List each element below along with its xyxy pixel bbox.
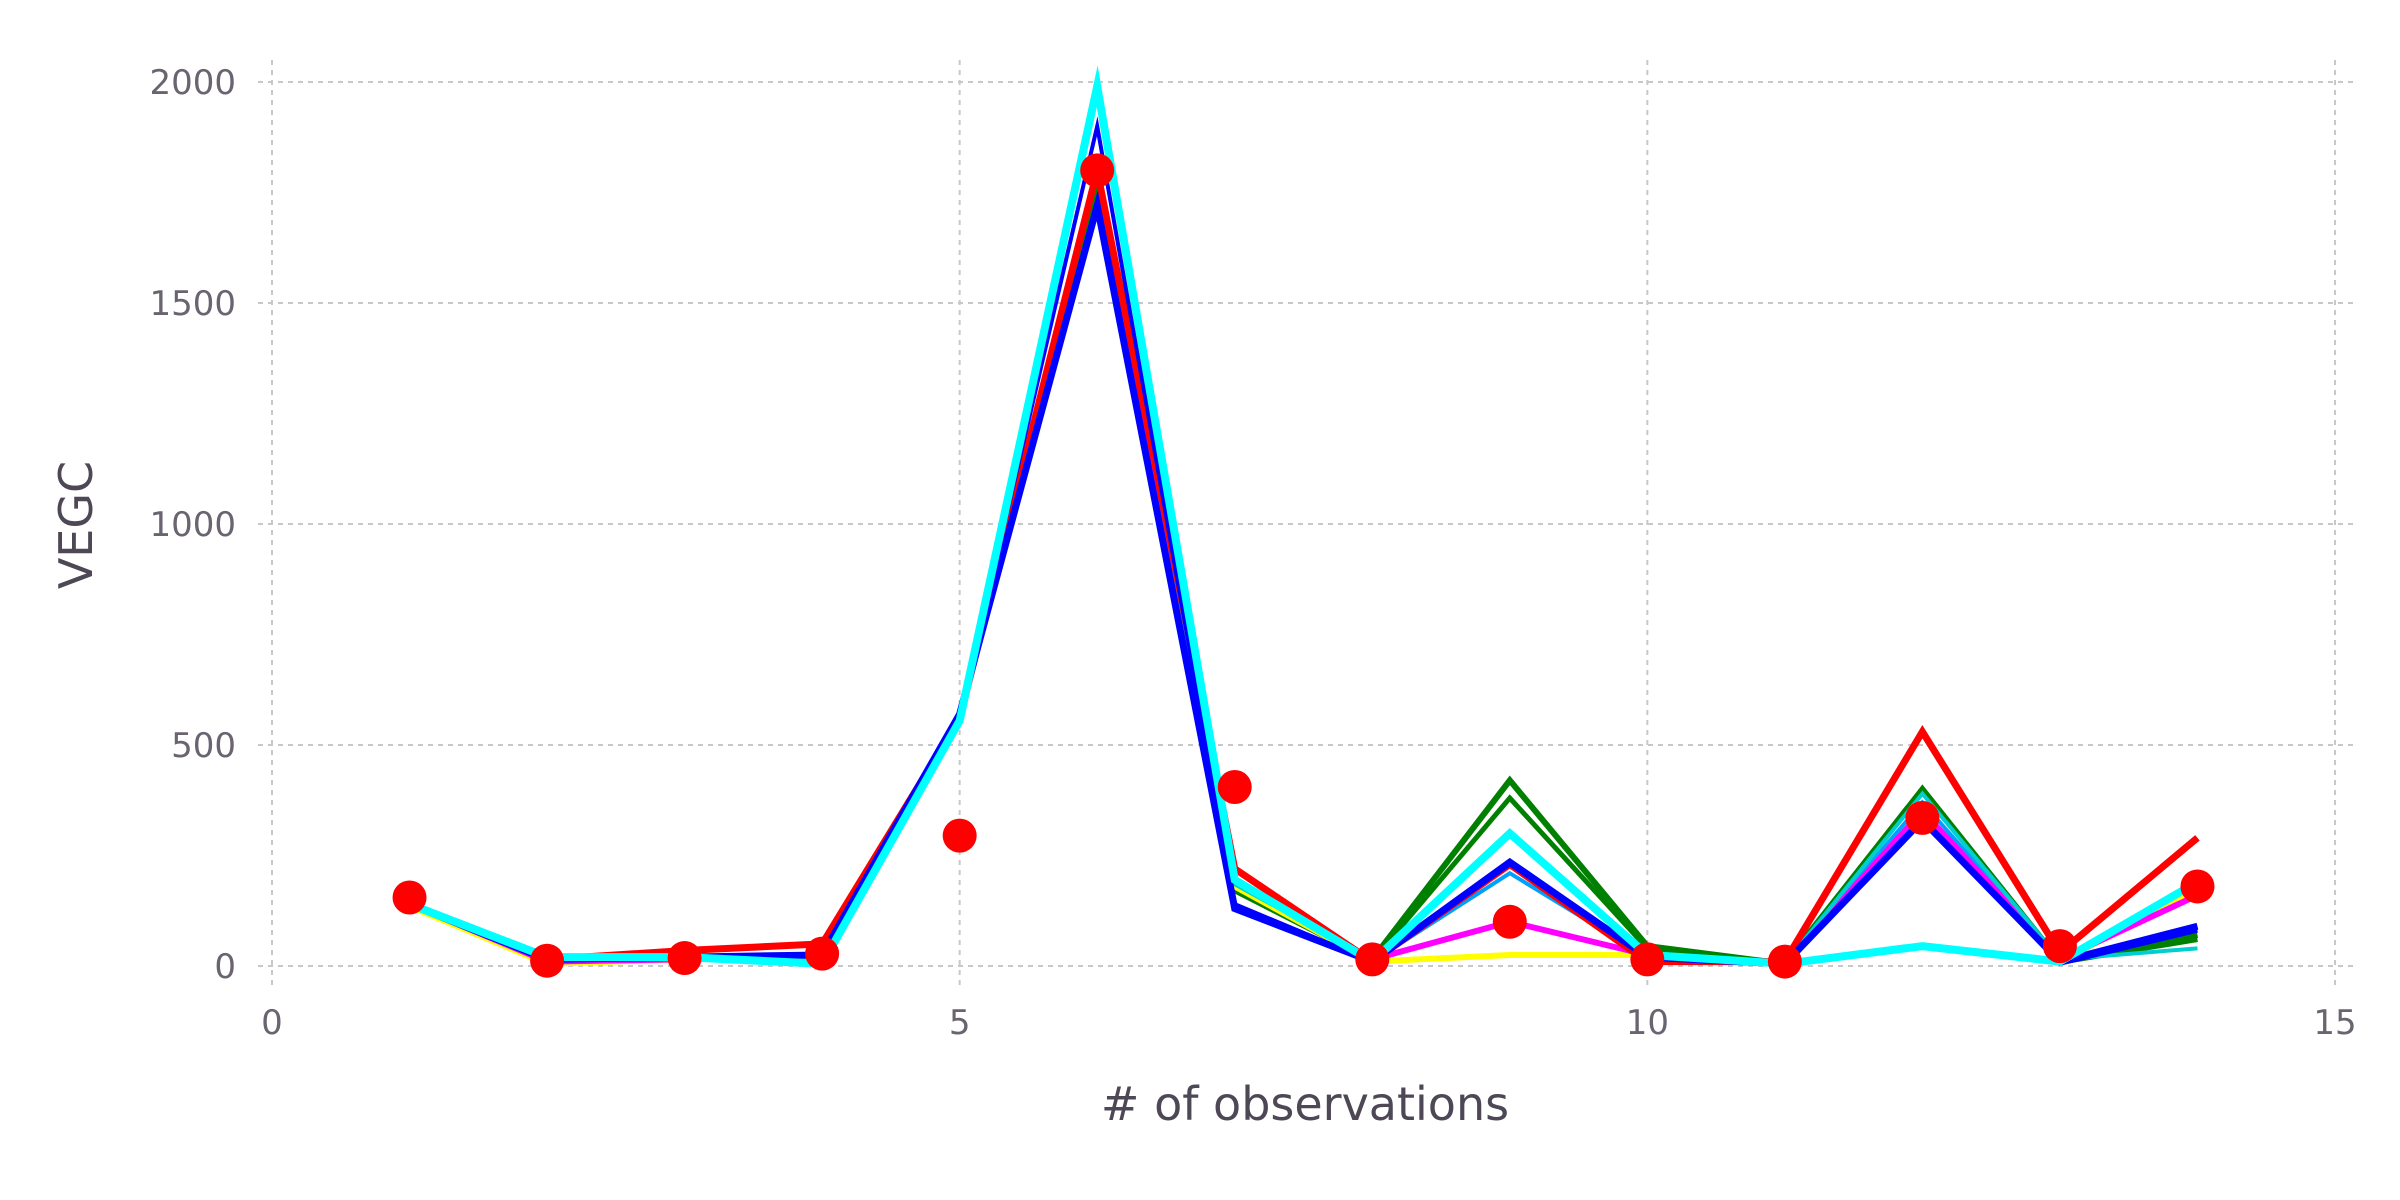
observation-point <box>1080 153 1115 188</box>
x-tick-label: 0 <box>261 1003 283 1043</box>
series-line-1 <box>408 165 2199 967</box>
observation-point <box>2042 929 2077 964</box>
series-line-7 <box>408 154 2200 966</box>
series-line-5 <box>408 156 2199 967</box>
y-tick-label: 1500 <box>149 284 236 324</box>
observation-point <box>1355 942 1390 977</box>
y-tick-label: 1000 <box>149 505 236 545</box>
observation-point <box>1767 944 1802 979</box>
series-line-3 <box>408 156 2199 967</box>
series-lines <box>408 65 2200 968</box>
observation-point <box>1630 942 1665 977</box>
observation-point <box>942 818 977 853</box>
observation-point <box>1217 769 1252 804</box>
series-line-8 <box>408 190 2199 968</box>
x-axis-title: # of observations <box>1101 1077 1509 1131</box>
grid-lines <box>258 60 2355 990</box>
observation-point <box>667 941 702 976</box>
observation-point <box>2180 869 2215 904</box>
series-line-4 <box>408 161 2199 966</box>
observation-point <box>1492 904 1527 939</box>
y-tick-label: 0 <box>214 947 236 987</box>
series-line-10 <box>408 65 2200 968</box>
series-line-6 <box>408 161 2198 966</box>
observation-point <box>392 880 427 915</box>
observation-points <box>392 153 2215 979</box>
y-tick-label: 500 <box>171 726 236 766</box>
series-line-2 <box>408 172 2198 967</box>
x-tick-label: 10 <box>1626 1003 1669 1043</box>
observation-point <box>530 943 565 978</box>
y-axis-title: VEGC <box>49 461 103 589</box>
x-tick-label: 5 <box>949 1003 971 1043</box>
x-tick-label: 15 <box>2313 1003 2356 1043</box>
tick-labels: 0 5 10 15 0 500 1000 1500 2000 <box>149 63 2356 1043</box>
observation-point <box>1905 800 1940 835</box>
observation-point <box>805 936 840 971</box>
series-line-9 <box>408 116 2198 967</box>
y-tick-label: 2000 <box>149 63 236 103</box>
